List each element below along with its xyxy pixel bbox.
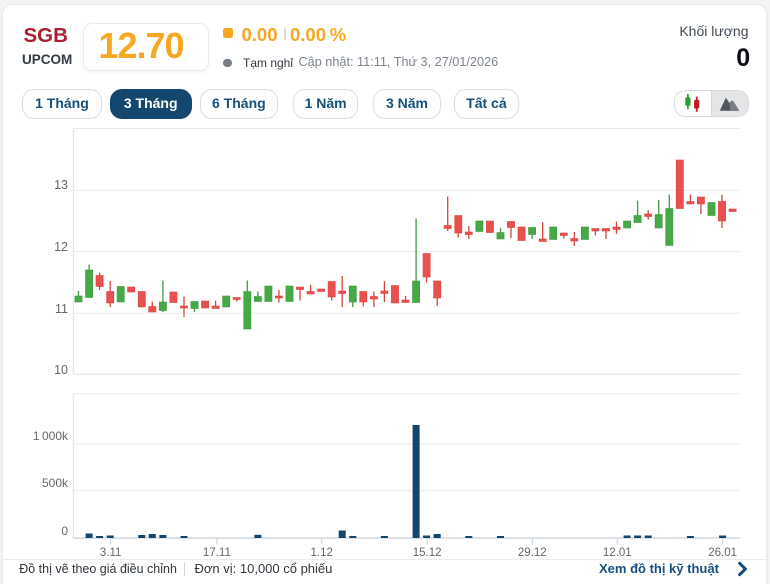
svg-text:1.12: 1.12 xyxy=(311,547,333,559)
svg-text:13: 13 xyxy=(54,178,68,192)
svg-text:3.11: 3.11 xyxy=(100,547,122,559)
svg-text:12.01: 12.01 xyxy=(603,547,632,559)
svg-text:0: 0 xyxy=(61,524,68,538)
svg-text:500k: 500k xyxy=(42,476,69,490)
svg-text:12: 12 xyxy=(54,240,68,254)
svg-text:26.01: 26.01 xyxy=(708,547,737,559)
svg-text:1 000k: 1 000k xyxy=(33,429,69,443)
svg-text:15.12: 15.12 xyxy=(413,547,442,559)
svg-text:17.11: 17.11 xyxy=(203,547,231,559)
svg-text:11: 11 xyxy=(55,302,68,316)
svg-text:10: 10 xyxy=(54,363,68,377)
svg-text:29.12: 29.12 xyxy=(518,547,547,559)
